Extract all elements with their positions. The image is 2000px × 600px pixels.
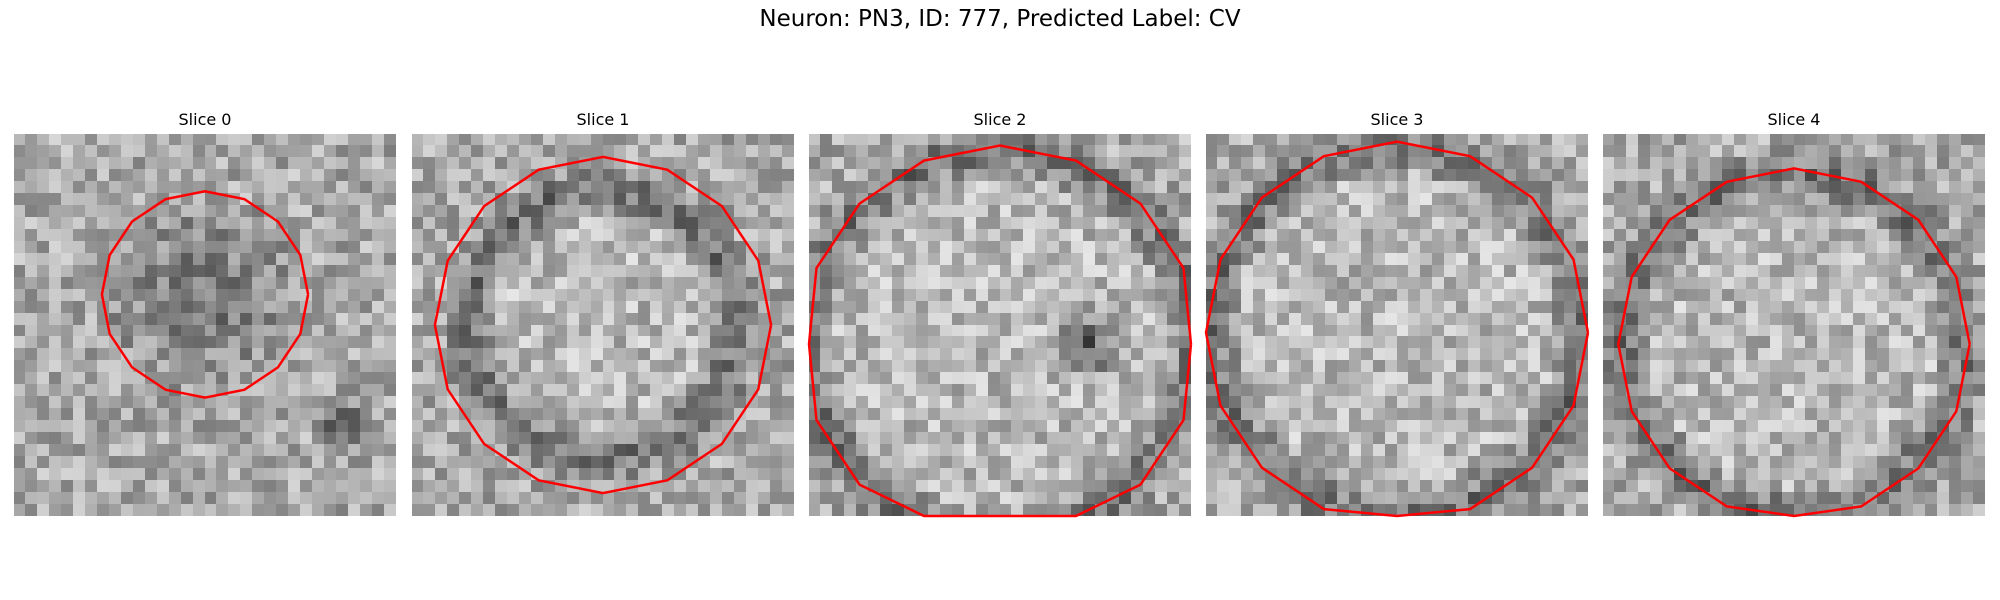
slice-panel-2: Slice 2 (809, 110, 1191, 516)
red-contour (1603, 134, 1985, 516)
slice-title: Slice 2 (809, 110, 1191, 132)
slice-image (412, 134, 794, 516)
slice-title: Slice 0 (14, 110, 396, 132)
contour-line (1206, 142, 1588, 516)
slice-image (1206, 134, 1588, 516)
slice-image (1603, 134, 1985, 516)
slice-panel-1: Slice 1 (412, 110, 794, 516)
slice-panel-4: Slice 4 (1603, 110, 1985, 516)
contour-line (1618, 168, 1969, 516)
red-contour (412, 134, 794, 516)
slice-image (14, 134, 396, 516)
figure-title: Neuron: PN3, ID: 777, Predicted Label: C… (0, 6, 2000, 32)
red-contour (809, 134, 1191, 516)
red-contour (14, 134, 396, 516)
contour-line (435, 157, 771, 493)
slice-title: Slice 4 (1603, 110, 1985, 132)
slice-title: Slice 1 (412, 110, 794, 132)
slice-image (809, 134, 1191, 516)
slice-title: Slice 3 (1206, 110, 1588, 132)
slice-panel-3: Slice 3 (1206, 110, 1588, 516)
slice-panel-0: Slice 0 (14, 110, 396, 516)
contour-line (809, 146, 1191, 517)
contour-line (102, 191, 308, 397)
red-contour (1206, 134, 1588, 516)
